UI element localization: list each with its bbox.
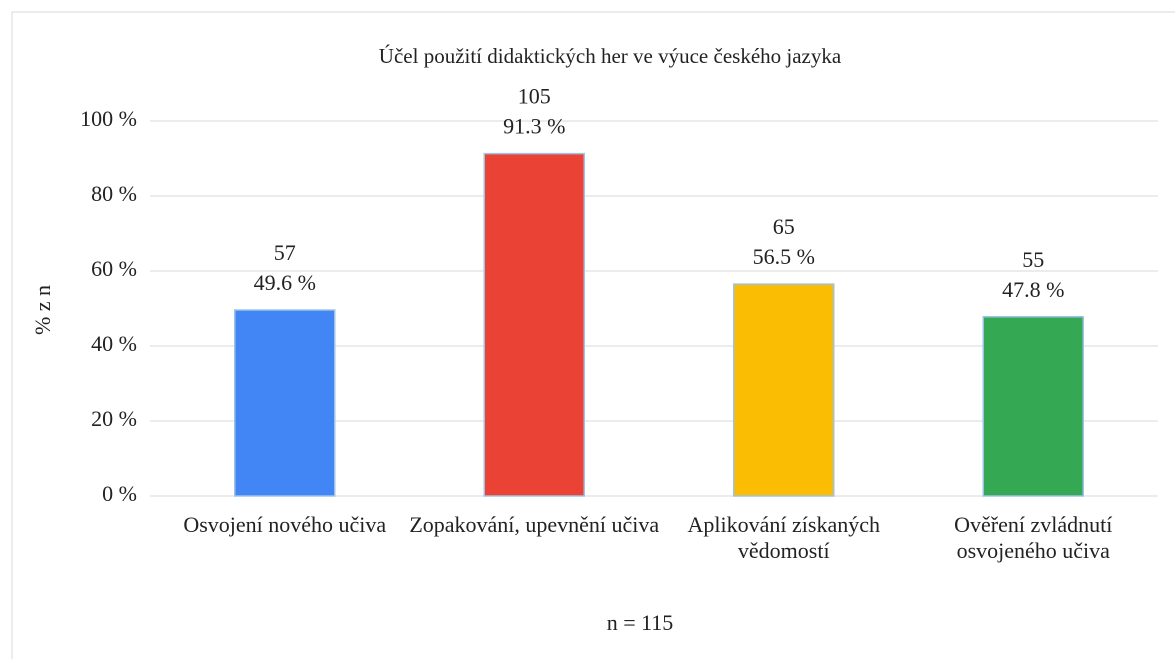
value-label: 56.5 % (753, 244, 815, 269)
count-label: 57 (274, 240, 296, 265)
y-tick-label: 80 % (91, 181, 137, 206)
x-tick-label: Zopakování, upevnění učiva (409, 512, 660, 537)
note: n = 115 (607, 610, 674, 635)
y-tick-label: 0 % (102, 481, 137, 506)
y-tick-label: 60 % (91, 256, 137, 281)
value-label: 91.3 % (503, 114, 565, 139)
bar (982, 316, 1084, 497)
y-tick-label: 20 % (91, 406, 137, 431)
y-axis-label: % z n (30, 285, 55, 335)
x-tick-label: Ověření zvládnutí osvojeného učiva (954, 512, 1113, 563)
y-tick-label: 40 % (91, 331, 137, 356)
bar (483, 152, 585, 497)
value-label: 47.8 % (1002, 277, 1064, 302)
chart-title: Účel použití didaktických her ve výuce č… (379, 44, 842, 68)
bar (733, 283, 835, 497)
count-label: 65 (773, 214, 795, 239)
value-label: 49.6 % (254, 270, 316, 295)
x-tick-label: Osvojení nového učiva (183, 512, 387, 537)
bar (234, 309, 336, 497)
x-tick-label: Aplikování získaných vědomostí (687, 512, 880, 563)
y-tick-label: 100 % (80, 106, 137, 131)
chart-border (11, 11, 1175, 659)
count-label: 105 (518, 84, 551, 109)
count-label: 55 (1022, 247, 1044, 272)
